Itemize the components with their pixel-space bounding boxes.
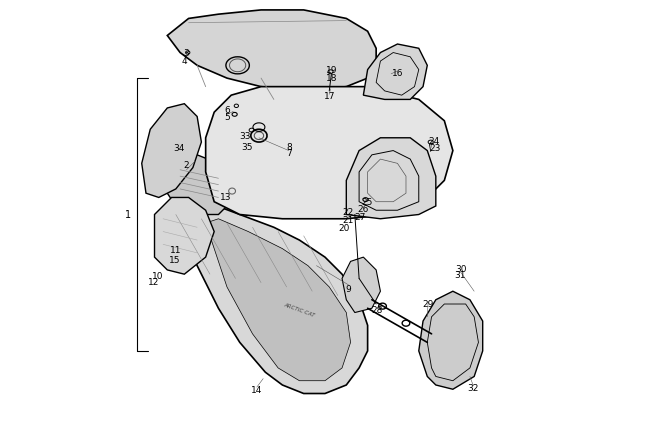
Polygon shape [205,87,453,219]
Text: 4: 4 [181,57,187,66]
Text: 20: 20 [339,224,350,233]
Polygon shape [363,44,427,100]
Text: 35: 35 [242,143,254,152]
Polygon shape [167,10,376,91]
Text: 14: 14 [251,386,263,395]
Text: 18: 18 [326,75,337,84]
Text: 27: 27 [354,213,366,222]
Text: 26: 26 [358,205,369,214]
Polygon shape [342,257,380,313]
Text: 3: 3 [183,49,189,58]
Text: 11: 11 [170,246,181,255]
Text: 30: 30 [455,265,466,274]
Text: 8: 8 [286,143,292,152]
Text: 22: 22 [343,208,354,218]
Text: 34: 34 [174,144,185,153]
Text: 31: 31 [454,272,465,281]
Polygon shape [346,138,436,219]
Polygon shape [419,291,483,389]
Polygon shape [176,202,368,393]
Text: 2: 2 [184,161,189,170]
Polygon shape [142,104,202,197]
Text: 28: 28 [371,306,383,315]
Text: 1: 1 [125,209,131,220]
Text: 9: 9 [346,284,351,293]
Text: 13: 13 [220,193,232,202]
Polygon shape [205,219,350,381]
Text: 29: 29 [422,299,434,308]
Text: 23: 23 [429,144,441,153]
Text: 10: 10 [152,272,164,281]
Text: 19: 19 [326,66,337,75]
Polygon shape [167,155,231,214]
Text: 25: 25 [361,198,372,207]
Text: 12: 12 [148,278,159,287]
Text: ARCTIC CAT: ARCTIC CAT [283,302,316,318]
Text: 21: 21 [343,216,354,225]
Text: 15: 15 [169,256,181,265]
Text: 17: 17 [324,91,335,100]
Polygon shape [155,197,214,274]
Text: 5: 5 [224,113,230,122]
Text: 6: 6 [224,106,230,115]
Text: 33: 33 [239,132,251,141]
Text: 24: 24 [428,137,439,146]
Text: 16: 16 [392,69,403,79]
Text: 32: 32 [467,384,479,393]
Text: 7: 7 [286,149,292,158]
